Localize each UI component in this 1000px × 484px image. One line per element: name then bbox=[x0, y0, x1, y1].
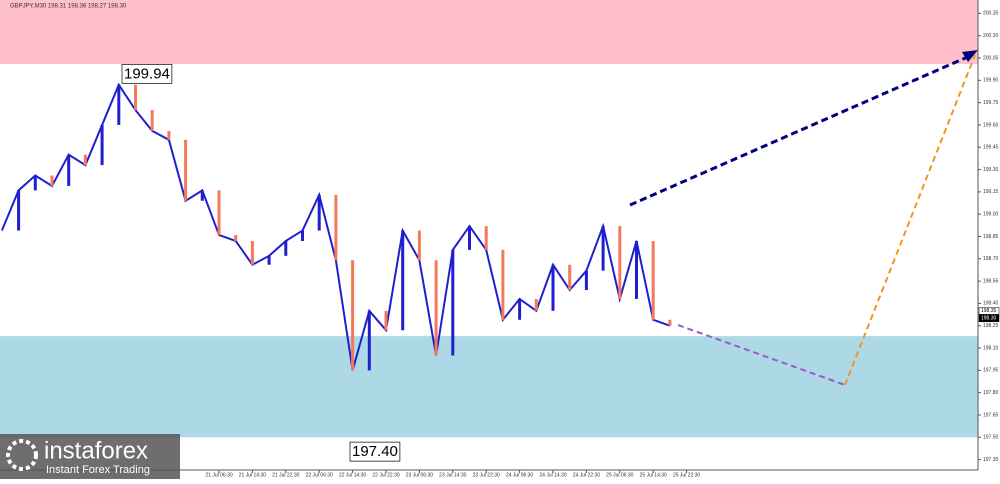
y-tick-label: 198.40 bbox=[983, 301, 999, 307]
x-tick-label: 21 Jul 14:30 bbox=[239, 472, 266, 478]
annotation: 197.40 bbox=[352, 443, 398, 460]
y-tick-label: 198.25 bbox=[983, 323, 999, 329]
zone bbox=[0, 336, 978, 438]
forecast-arrow bbox=[629, 53, 973, 207]
y-tick-label: 197.50 bbox=[983, 435, 999, 441]
annotation-box bbox=[121, 63, 173, 84]
annotation-box bbox=[349, 441, 401, 462]
price-label: 198.30 bbox=[981, 316, 997, 322]
chart-title: GBPJPY,M30 198.31 198.36 198.27 198.30 bbox=[10, 4, 127, 10]
y-tick-label: 200.20 bbox=[983, 33, 999, 39]
logo-icon bbox=[6, 439, 38, 471]
x-tick-label: 24 Jul 22:30 bbox=[573, 472, 600, 478]
x-tick-label: 21 Jul 06:30 bbox=[205, 472, 232, 478]
logo: instaforex Instant Forex Trading bbox=[0, 434, 180, 479]
y-tick-label: 197.95 bbox=[983, 368, 999, 374]
y-tick-label: 200.35 bbox=[983, 11, 999, 17]
zone bbox=[0, 0, 978, 64]
y-tick-label: 198.85 bbox=[983, 234, 999, 240]
y-tick-label: 199.60 bbox=[983, 122, 999, 128]
x-tick-label: 23 Jul 22:30 bbox=[473, 472, 500, 478]
y-tick-label: 199.00 bbox=[983, 212, 999, 218]
y-tick-label: 199.30 bbox=[983, 167, 999, 173]
y-tick-label: 199.75 bbox=[983, 100, 999, 106]
y-tick-label: 200.05 bbox=[983, 55, 999, 61]
y-tick-label: 199.15 bbox=[983, 189, 999, 195]
y-tick-label: 198.70 bbox=[983, 256, 999, 262]
x-tick-label: 24 Jul 06:30 bbox=[506, 472, 533, 478]
price-label: 198.35 bbox=[981, 308, 997, 314]
y-tick-label: 199.45 bbox=[983, 145, 999, 151]
y-tick-label: 199.90 bbox=[983, 78, 999, 84]
x-tick-label: 22 Jul 06:30 bbox=[306, 472, 333, 478]
x-tick-label: 22 Jul 14:30 bbox=[339, 472, 366, 478]
x-tick-label: 23 Jul 14:30 bbox=[439, 472, 466, 478]
x-tick-label: 21 Jul 22:30 bbox=[272, 472, 299, 478]
y-tick-label: 198.10 bbox=[983, 345, 999, 351]
x-tick-label: 22 Jul 22:30 bbox=[372, 472, 399, 478]
x-tick-label: 24 Jul 14:30 bbox=[539, 472, 566, 478]
annotation: 199.94 bbox=[124, 65, 170, 82]
logo-name: instaforex bbox=[44, 437, 148, 464]
x-tick-label: 25 Jul 14:30 bbox=[640, 472, 667, 478]
logo-tagline: Instant Forex Trading bbox=[46, 464, 150, 476]
forecast-line bbox=[844, 54, 976, 386]
y-tick-label: 198.55 bbox=[983, 278, 999, 284]
price-label-box bbox=[978, 307, 1000, 315]
arrow-head bbox=[962, 50, 978, 62]
y-tick-label: 197.35 bbox=[983, 457, 999, 463]
y-tick-label: 197.80 bbox=[983, 390, 999, 396]
x-tick-label: 25 Jul 22:30 bbox=[673, 472, 700, 478]
x-tick-label: 23 Jul 06:30 bbox=[406, 472, 433, 478]
y-tick-label: 197.65 bbox=[983, 412, 999, 418]
x-tick-label: 25 Jul 06:30 bbox=[606, 472, 633, 478]
price-line bbox=[0, 82, 671, 371]
price-label-box bbox=[978, 314, 1000, 323]
